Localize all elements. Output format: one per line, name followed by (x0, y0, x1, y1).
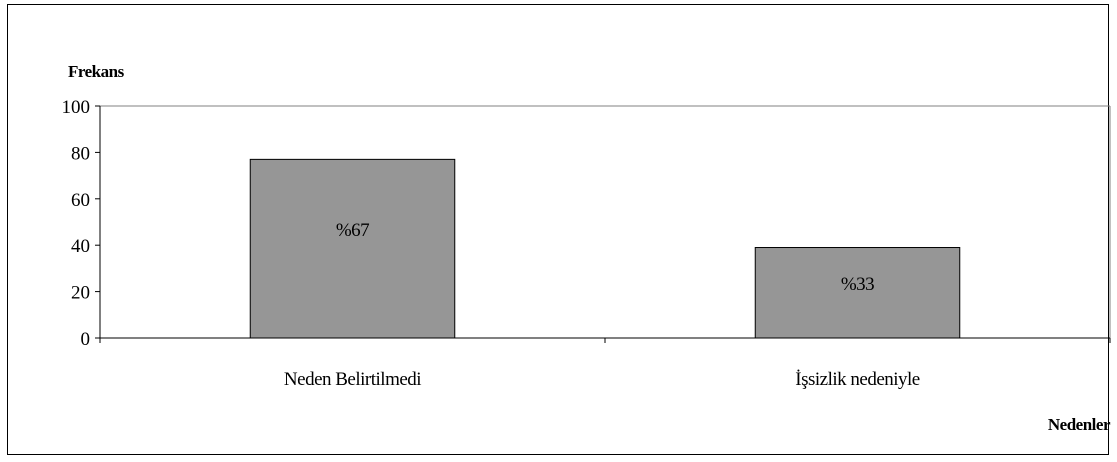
bar-data-label: %33 (841, 274, 874, 295)
y-tick-label: 100 (62, 97, 91, 118)
y-tick-label: 0 (81, 329, 91, 350)
bar (250, 159, 455, 338)
y-axis-title: Frekans (68, 62, 125, 81)
y-tick-label: 80 (71, 143, 90, 164)
y-tick-label: 60 (71, 190, 90, 211)
x-category-label: İşsizlik nedeniyle (795, 369, 920, 390)
x-axis-title: Nedenler (1048, 415, 1111, 434)
x-category-label: Neden Belirtilmedi (284, 369, 421, 390)
bar-data-label: %67 (336, 220, 369, 241)
y-tick-label: 40 (71, 236, 90, 257)
y-tick-label: 20 (71, 283, 90, 304)
